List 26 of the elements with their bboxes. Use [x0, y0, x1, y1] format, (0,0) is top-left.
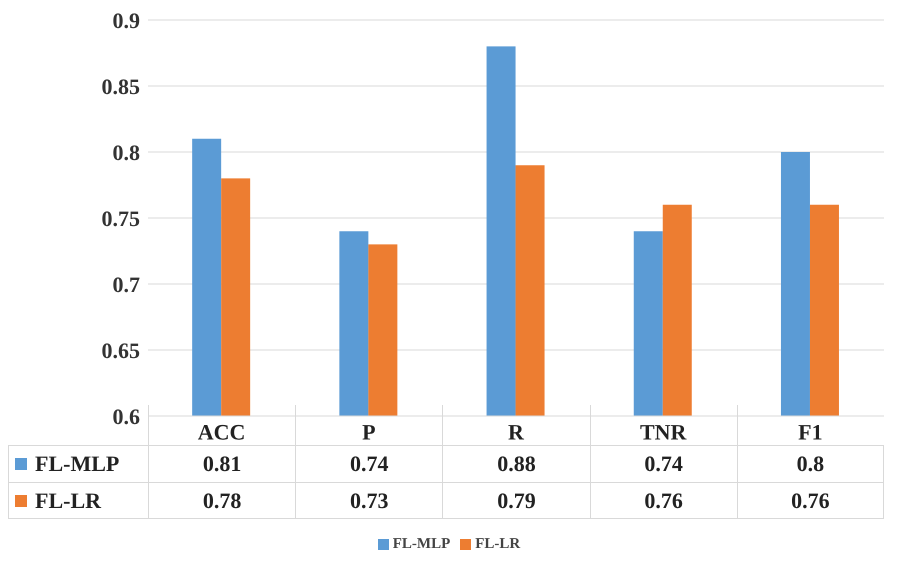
data-label: 0.79	[442, 483, 590, 518]
data-label: 0.81	[148, 446, 296, 482]
x-tick-label: TNR	[640, 420, 688, 445]
y-tick-label: 0.6	[112, 404, 140, 429]
x-tick-label: R	[508, 420, 526, 445]
y-tick-label: 0.7	[112, 272, 140, 297]
data-label: 0.74	[295, 446, 442, 482]
data-label: 0.88	[442, 446, 590, 482]
x-tick-label: ACC	[198, 420, 246, 445]
text: FL-LR	[35, 488, 101, 512]
y-tick-label: 0.65	[102, 338, 140, 363]
text: FL-MLP	[392, 536, 450, 552]
data-label: 0.76	[736, 483, 884, 518]
x-tick-label: F1	[798, 420, 823, 445]
x-tick-label: P	[362, 420, 376, 445]
data-label: 0.78	[148, 483, 296, 518]
y-tick-label: 0.9	[112, 8, 140, 33]
data-label: 0.8	[736, 446, 884, 482]
data-label: 0.73	[295, 483, 442, 518]
y-tick-label: 0.8	[112, 140, 140, 165]
legend-label: FL-LR	[475, 536, 520, 552]
legend-label: FL-MLP	[35, 451, 120, 477]
y-tick-label: 0.75	[102, 206, 140, 231]
data-label: 0.76	[590, 483, 737, 518]
y-tick-label: 0.85	[102, 74, 140, 99]
data-label: 0.74	[590, 446, 737, 482]
